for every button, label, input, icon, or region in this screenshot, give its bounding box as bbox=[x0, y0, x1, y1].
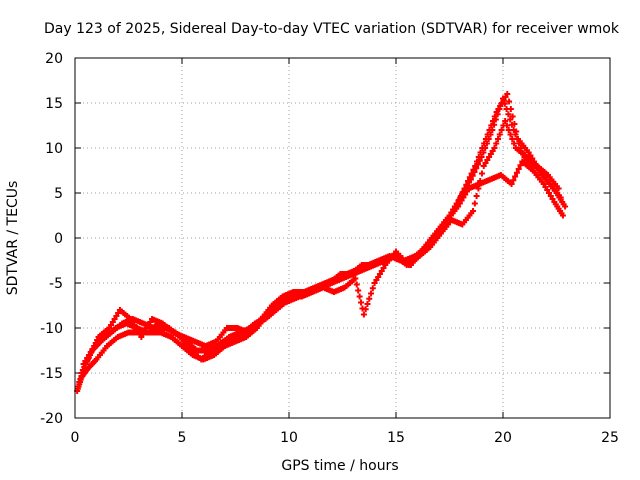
y-tick-label: 20 bbox=[45, 51, 63, 67]
y-tick-label: 15 bbox=[45, 96, 63, 112]
data-point bbox=[463, 181, 470, 188]
data-point bbox=[473, 193, 480, 199]
data-point bbox=[512, 173, 519, 180]
data-points bbox=[74, 91, 569, 394]
data-point bbox=[493, 140, 500, 147]
data-point bbox=[477, 178, 484, 184]
data-point bbox=[468, 170, 475, 177]
data-point bbox=[513, 169, 520, 176]
data-point bbox=[496, 131, 503, 138]
y-tick-label: -20 bbox=[40, 411, 63, 427]
data-point bbox=[478, 170, 485, 177]
data-point bbox=[509, 136, 516, 142]
data-point bbox=[557, 194, 564, 201]
y-axis-label: SDTVAR / TECUs bbox=[5, 181, 21, 296]
x-axis-label: GPS time / hours bbox=[281, 458, 398, 474]
y-tick-label: -5 bbox=[49, 276, 63, 292]
data-point bbox=[505, 127, 512, 133]
series-track-2 bbox=[76, 91, 564, 385]
data-point bbox=[507, 131, 514, 138]
data-point bbox=[509, 113, 516, 120]
grid-lines bbox=[75, 58, 610, 418]
y-tick-label: 5 bbox=[54, 186, 63, 202]
data-point bbox=[559, 212, 566, 219]
data-point bbox=[479, 145, 486, 151]
data-point bbox=[555, 185, 562, 192]
data-point bbox=[358, 299, 365, 306]
data-point bbox=[470, 166, 477, 173]
data-point bbox=[360, 311, 367, 318]
data-point bbox=[482, 136, 489, 142]
data-point bbox=[470, 208, 477, 214]
data-point bbox=[472, 163, 479, 169]
series-track-1 bbox=[74, 95, 569, 394]
data-point bbox=[369, 285, 376, 292]
x-tick-label: 20 bbox=[494, 430, 512, 446]
data-point bbox=[495, 136, 502, 142]
data-point bbox=[498, 127, 505, 133]
data-point bbox=[355, 287, 362, 294]
data-point bbox=[507, 106, 514, 112]
data-point bbox=[484, 131, 491, 138]
data-point bbox=[471, 200, 478, 207]
data-point bbox=[475, 154, 482, 160]
data-point bbox=[352, 275, 359, 282]
data-point bbox=[504, 91, 511, 97]
data-point bbox=[466, 174, 473, 181]
data-point bbox=[486, 127, 493, 133]
x-tick-label: 5 bbox=[178, 430, 187, 446]
y-tick-label: 0 bbox=[54, 231, 63, 247]
data-point bbox=[491, 145, 498, 151]
data-point bbox=[513, 128, 520, 135]
x-tick-label: 15 bbox=[387, 430, 405, 446]
y-tick-label: 10 bbox=[45, 141, 63, 157]
series-track-3 bbox=[80, 158, 566, 367]
data-point bbox=[477, 149, 484, 156]
y-tick-label: -10 bbox=[40, 321, 63, 337]
data-point bbox=[508, 181, 515, 187]
data-point bbox=[473, 158, 480, 165]
data-point bbox=[465, 178, 472, 184]
data-point bbox=[562, 203, 569, 210]
series-track-4 bbox=[78, 118, 562, 376]
data-point bbox=[356, 293, 363, 300]
chart-title: Day 123 of 2025, Sidereal Day-to-day VTE… bbox=[44, 21, 620, 37]
x-tick-label: 25 bbox=[601, 430, 619, 446]
data-point bbox=[481, 140, 488, 147]
data-point bbox=[505, 111, 512, 118]
x-tick-label: 0 bbox=[71, 430, 80, 446]
data-point bbox=[506, 98, 513, 105]
data-point bbox=[510, 177, 517, 184]
data-point bbox=[475, 185, 482, 192]
data-point bbox=[502, 118, 509, 124]
data-point bbox=[362, 306, 369, 313]
plot-frame bbox=[74, 57, 611, 419]
data-point bbox=[517, 162, 524, 169]
data-point bbox=[488, 122, 495, 129]
data-point bbox=[491, 113, 498, 120]
data-point bbox=[364, 301, 371, 307]
data-point bbox=[368, 290, 375, 297]
x-tick-label: 10 bbox=[280, 430, 298, 446]
data-point bbox=[353, 281, 360, 288]
y-tick-label: -15 bbox=[40, 366, 63, 382]
data-point bbox=[503, 122, 510, 129]
data-point bbox=[511, 121, 518, 127]
axis-ticks: 0 5 10 15 20 25 -20 -15 -10 -5 0 5 10 15 20 bbox=[40, 51, 619, 446]
data-point bbox=[366, 295, 373, 302]
data-point bbox=[490, 118, 497, 124]
data-point bbox=[511, 140, 518, 147]
data-point bbox=[515, 166, 522, 172]
